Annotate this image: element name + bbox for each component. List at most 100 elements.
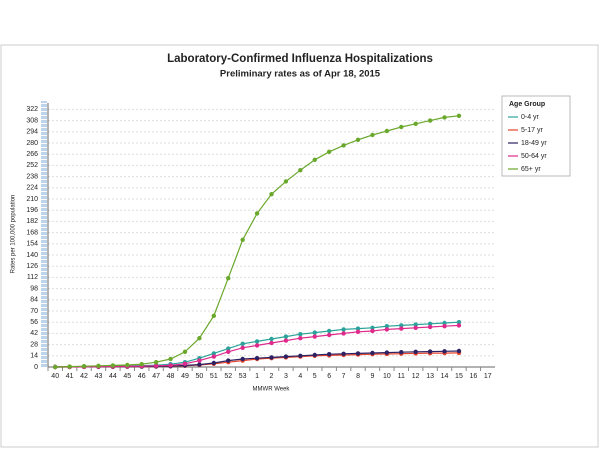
data-point (269, 340, 274, 346)
x-tick-label: 41 (66, 373, 74, 380)
data-point (341, 143, 346, 148)
data-point (110, 363, 116, 368)
y-tick-label: 14 (30, 353, 38, 360)
data-point (384, 327, 390, 332)
data-point (283, 179, 289, 184)
data-point (211, 354, 217, 359)
data-point (355, 351, 361, 356)
y-tick-label: 182 (26, 218, 38, 225)
y-tick-label: 140 (26, 252, 38, 259)
data-point (355, 329, 361, 334)
data-point (254, 211, 260, 216)
data-point (399, 323, 404, 328)
data-point (226, 346, 231, 351)
data-point (413, 349, 418, 354)
data-point (384, 324, 390, 329)
x-tick-label: 43 (95, 373, 103, 380)
x-tick-label: 2 (270, 373, 274, 380)
data-point (456, 323, 462, 328)
data-point (226, 276, 231, 281)
data-point (153, 360, 159, 365)
y-tick-label: 0 (34, 364, 38, 371)
data-point (197, 358, 202, 363)
data-point (370, 350, 375, 356)
data-point (413, 325, 418, 330)
data-point (139, 362, 144, 367)
x-tick-label: 46 (138, 373, 146, 380)
data-point (326, 332, 332, 338)
data-point (341, 331, 346, 336)
data-point (240, 237, 245, 242)
x-tick-label: 4 (298, 373, 302, 380)
legend-label: 0-4 yr (521, 114, 540, 121)
data-point (442, 349, 447, 354)
data-point (442, 320, 447, 326)
data-point (254, 356, 260, 361)
y-tick-label: 224 (26, 185, 38, 192)
y-tick-label: 196 (26, 207, 38, 214)
legend-label: 50-64 yr (521, 153, 547, 160)
data-point (240, 341, 245, 346)
legend-box (501, 95, 571, 177)
y-tick-label: 266 (26, 151, 38, 158)
y-tick-label: 168 (26, 229, 38, 236)
data-point (413, 121, 418, 127)
x-tick-label: 53 (239, 373, 247, 380)
x-tick-label: 7 (342, 373, 346, 380)
y-axis-label: Rates per 100,000 population (11, 195, 17, 274)
legend-label: 65+ yr (521, 166, 541, 173)
data-point (67, 364, 72, 369)
data-point (53, 364, 58, 370)
x-tick-label: 42 (80, 373, 88, 380)
data-point (413, 322, 418, 327)
y-tick-label: 28 (30, 341, 38, 348)
y-tick-label: 56 (30, 319, 38, 326)
data-point (399, 326, 404, 331)
x-tick-label: 1 (255, 373, 259, 380)
data-point (384, 350, 390, 355)
data-point (399, 350, 404, 355)
x-tick-label: 5 (313, 373, 317, 380)
y-tick-label: 154 (26, 241, 38, 248)
data-point (312, 157, 317, 162)
data-point (427, 118, 433, 123)
x-tick-label: 47 (152, 373, 160, 380)
x-tick-label: 11 (398, 373, 405, 380)
data-point (254, 339, 260, 344)
x-tick-label: 48 (167, 373, 175, 380)
data-point (153, 363, 159, 368)
data-point (211, 313, 217, 318)
data-point (384, 128, 390, 134)
data-point (168, 363, 173, 368)
data-point (355, 326, 361, 331)
data-point (456, 348, 462, 354)
data-point (298, 168, 303, 173)
x-tick-label: 13 (426, 373, 434, 380)
y-tick-label: 70 (30, 308, 38, 315)
data-point (370, 328, 375, 334)
data-point (298, 353, 303, 358)
data-point (269, 192, 274, 197)
legend-title: Age Group (509, 101, 545, 108)
x-tick-label: 12 (412, 373, 420, 380)
data-point (312, 334, 317, 339)
x-tick-label: 45 (123, 373, 131, 380)
data-point (240, 345, 245, 350)
data-point (341, 351, 346, 356)
x-tick-label: 40 (51, 373, 59, 380)
data-point (370, 132, 375, 138)
data-point (298, 332, 303, 337)
x-tick-label: 3 (284, 373, 288, 380)
data-point (456, 113, 462, 119)
data-point (326, 352, 332, 357)
data-point (240, 356, 245, 362)
data-point (326, 328, 332, 334)
data-point (211, 351, 217, 356)
y-tick-label: 84 (30, 297, 38, 304)
x-tick-label: 17 (484, 373, 492, 380)
y-tick-label: 308 (26, 117, 38, 124)
chart-subtitle: Preliminary rates as of Apr 18, 2015 (220, 69, 381, 80)
x-tick-label: 49 (181, 373, 189, 380)
data-point (427, 324, 433, 330)
